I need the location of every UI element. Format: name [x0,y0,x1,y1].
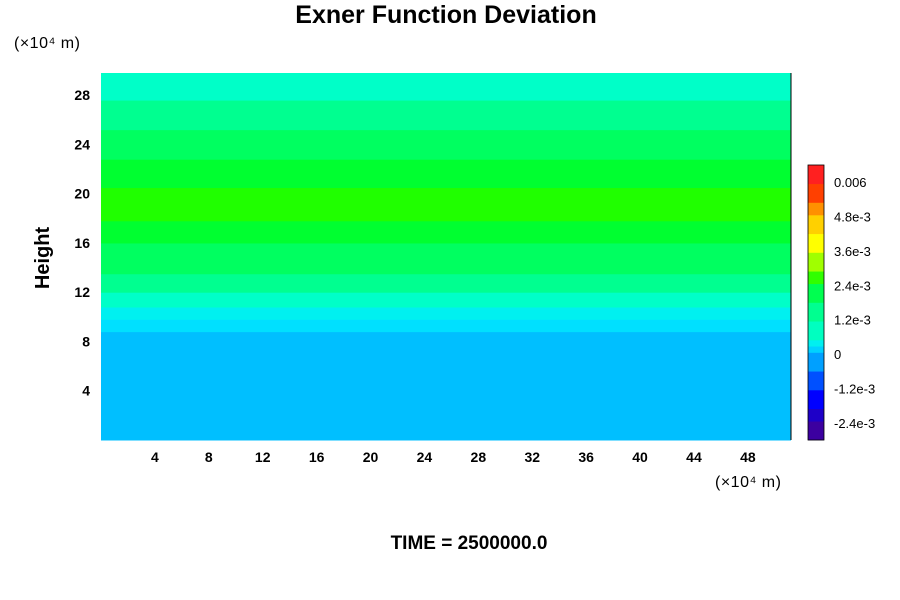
x-tick-label: 24 [417,449,433,465]
colorbar-segment [808,333,824,341]
colorbar-segment [808,290,824,297]
heatmap-band-9 [101,129,791,160]
colorbar-segment [808,215,824,222]
colorbar-segment [808,177,824,185]
chart-title: Exner Function Deviation [295,1,596,29]
x-axis-ticks: 4 8 12 16 20 24 28 32 36 40 44 48 [151,449,756,465]
y-tick-label: 20 [74,186,90,202]
colorbar-segment [808,383,824,391]
y-tick-label: 4 [82,383,90,399]
x-tick-label: 44 [686,449,702,465]
x-tick-label: 16 [309,449,325,465]
y-tick-label: 28 [74,87,90,103]
x-tick-label: 4 [151,449,159,465]
heatmap-band-4 [101,273,791,293]
colorbar-segment [808,427,824,435]
colorbar-segment [808,377,824,385]
colorbar-segment [808,221,824,228]
colorbar-segment [808,402,824,410]
heatmap-band-1 [101,319,791,333]
colorbar-segment [808,208,824,216]
colorbar-segment [808,202,824,210]
colorbar-segment [808,196,824,203]
colorbar-segment [808,408,824,416]
heatmap-band-5 [101,242,791,275]
colorbar-tick-label: 3.6e-3 [834,244,871,259]
colorbar-segment [808,277,824,285]
colorbar-segment [808,346,824,353]
x-tick-label: 40 [632,449,648,465]
x-tick-label: 20 [363,449,379,465]
colorbar-segment [808,227,824,235]
plot-area [101,73,792,441]
x-tick-label: 36 [578,449,594,465]
x-tick-label: 12 [255,449,271,465]
x-tick-label: 28 [471,449,487,465]
colorbar-segment [808,415,824,422]
colorbar-tick-label: 0.006 [834,175,867,190]
colorbar-tick-label: 0 [834,347,841,362]
colorbar-segment [808,371,824,378]
colorbar-segment [808,258,824,266]
heatmap-band-6 [101,220,791,244]
time-label: TIME = 2500000.0 [391,533,548,554]
colorbar-segment [808,190,824,197]
colorbar-segment [808,396,824,403]
colorbar-segment [808,296,824,303]
heatmap-band-2 [101,306,791,320]
y-tick-label: 8 [82,333,90,349]
x-axis-unit: (×10⁴ m) [715,474,781,491]
colorbar-segment [808,240,824,247]
colorbar-segment [808,252,824,260]
y-tick-label: 16 [74,235,90,251]
colorbar-frame [807,164,825,441]
x-tick-label: 48 [740,449,756,465]
colorbar-segment [808,365,824,372]
colorbar-segment [808,352,824,360]
y-axis-ticks: 4 8 12 16 20 24 28 [74,87,90,399]
colorbar-tick-label: 2.4e-3 [834,278,871,293]
colorbar-segment [808,265,824,272]
colorbar-segment [808,421,824,428]
colorbar-segment [808,358,824,366]
colorbar-segment [808,233,824,241]
heatmap-band-8 [101,159,791,189]
heatmap-band-11 [101,73,791,101]
colorbar-segment [808,315,824,322]
colorbar-tick-label: -2.4e-3 [834,416,875,431]
colorbar-segment [808,327,824,335]
colorbar-segment [808,302,824,310]
colorbar-tick-label: 4.8e-3 [834,210,871,225]
colorbar-segment [808,390,824,397]
colorbar-segment [808,321,824,328]
y-axis-label: Height [32,227,54,290]
colorbar-segment [808,271,824,278]
colorbar-segment [808,171,824,178]
colorbar-segment [808,183,824,191]
colorbar-tick-label: -1.2e-3 [834,381,875,396]
y-axis-unit: (×10⁴ m) [14,35,80,52]
colorbar: 0.006 4.8e-3 3.6e-3 2.4e-3 1.2e-3 0 -1.2e-3 -2.… [807,164,875,441]
colorbar-segment [808,340,824,347]
heatmap-band-3 [101,292,791,308]
x-tick-label: 32 [524,449,540,465]
x-tick-label: 8 [205,449,213,465]
colorbar-segment [808,433,824,441]
heatmap-band-7 [101,187,791,222]
colorbar-segment [808,246,824,253]
heatmap-band-10 [101,100,791,131]
colorbar-segment [808,308,824,316]
heatmap-band-0 [101,331,791,441]
colorbar-segment [808,283,824,291]
y-tick-label: 24 [74,136,90,152]
colorbar-segment [808,165,824,172]
y-tick-label: 12 [74,284,90,300]
colorbar-tick-label: 1.2e-3 [834,313,871,328]
